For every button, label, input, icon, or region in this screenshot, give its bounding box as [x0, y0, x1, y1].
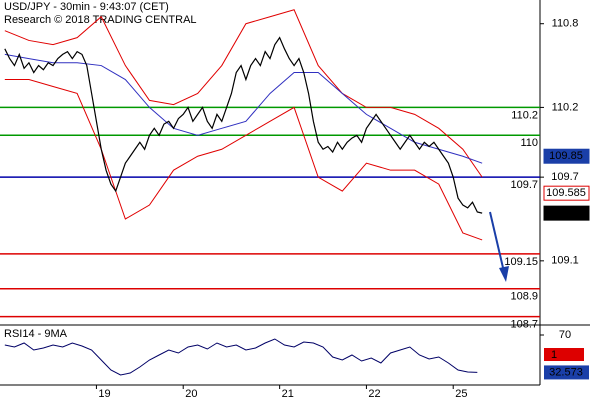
- chart-subtitle: Research © 2018 TRADING CENTRAL: [4, 14, 197, 26]
- rsi-tick-label: 70: [559, 329, 571, 341]
- price-box-label: 109.442: [546, 207, 586, 219]
- moving-average: [4, 53, 483, 164]
- price-box: [543, 148, 590, 164]
- price-box: [543, 205, 590, 221]
- price-line: [4, 36, 483, 214]
- y-tick-label: 109.7: [551, 171, 579, 183]
- level-label: 110.2: [511, 109, 538, 121]
- level-label: 110: [520, 137, 538, 149]
- rsi-value-box-label: 32.573: [549, 366, 583, 378]
- x-tick-label: 22: [368, 388, 380, 400]
- forecast-arrow: [489, 211, 505, 273]
- x-tick-label: 21: [282, 388, 294, 400]
- level-label: 109.7: [510, 179, 538, 191]
- rsi-level-box-label: 1: [551, 349, 557, 361]
- price-box-label: 109.585: [546, 187, 586, 199]
- rsi-level-box: [544, 348, 584, 361]
- rsi-label: RSI14 - 9MA: [4, 328, 68, 340]
- level-label: 108.9: [510, 291, 538, 303]
- bollinger-lower: [4, 79, 483, 241]
- bollinger-upper: [4, 9, 483, 178]
- x-tick-label: 20: [185, 388, 197, 400]
- x-tick-label: 25: [455, 388, 467, 400]
- y-tick-label: 109.1: [551, 255, 579, 267]
- price-box: [543, 185, 590, 201]
- y-tick-label: 110.2: [552, 101, 579, 113]
- plot: 110.2 110 109.7 109.15 108.9 108.7 109.1 109.7 1…: [0, 9, 590, 400]
- level-label: 109.15: [504, 256, 538, 268]
- forecast-arrowhead: [499, 266, 509, 282]
- y-tick-label: 110.8: [552, 18, 579, 30]
- level-label: 108.7: [510, 319, 538, 331]
- x-tick-label: 19: [98, 388, 110, 400]
- rsi-value-box: [544, 365, 589, 380]
- chart-title: USD/JPY - 30min - 9:43:07 (CET): [4, 1, 169, 13]
- rsi-line: [4, 338, 478, 376]
- price-box-label: 109.85: [549, 150, 583, 162]
